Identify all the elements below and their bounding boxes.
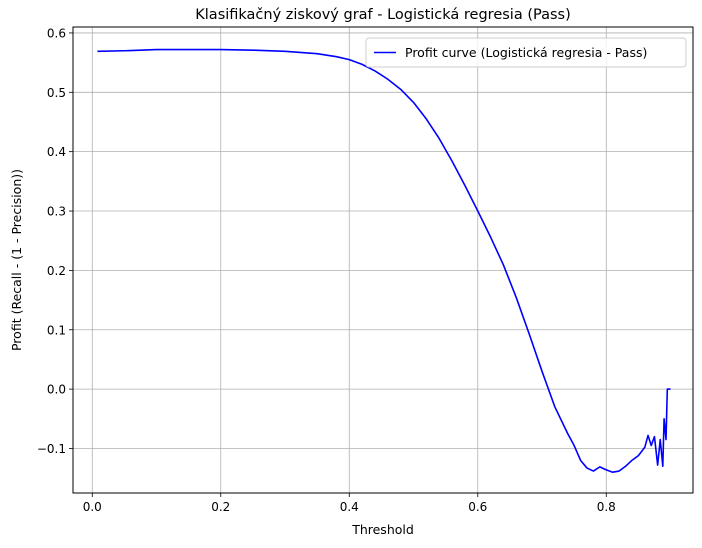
plot-frame	[72, 26, 694, 494]
plot-area	[73, 27, 693, 493]
y-tick-label: 0.2	[47, 264, 66, 278]
x-tick-label: 0.6	[468, 500, 487, 514]
grid-lines	[73, 27, 693, 493]
profit-curve-line	[97, 48, 671, 474]
y-tick-label: −0.1	[37, 442, 66, 456]
y-tick-label: 0.1	[47, 323, 66, 337]
y-axis-ticks: −0.1 0.0 0.1 0.2 0.3 0.4 0.5 0.6	[37, 26, 73, 456]
x-tick-label: 0.4	[340, 500, 359, 514]
y-tick-label: 0.6	[47, 26, 66, 40]
x-tick-label: 0.8	[597, 500, 616, 514]
legend-box	[365, 37, 687, 68]
y-tick-label: 0.4	[47, 145, 66, 159]
x-axis-label: Threshold	[351, 522, 414, 537]
y-tick-label: 0.5	[47, 86, 66, 100]
chart-title: Klasifikačný ziskový graf - Logistická r…	[195, 7, 570, 23]
y-axis-label: Profit (Recall - (1 - Precision))	[9, 169, 24, 351]
legend-label: Profit curve (Logistická regresia - Pass…	[405, 45, 647, 60]
x-axis-ticks: 0.0 0.2 0.4 0.6 0.8	[83, 493, 616, 514]
x-tick-label: 0.0	[83, 500, 102, 514]
x-tick-label: 0.2	[211, 500, 230, 514]
legend: Profit curve (Logistická regresia - Pass…	[365, 37, 687, 68]
series-layer	[97, 48, 671, 474]
y-tick-label: 0.0	[47, 383, 66, 397]
y-tick-label: 0.3	[47, 205, 66, 219]
